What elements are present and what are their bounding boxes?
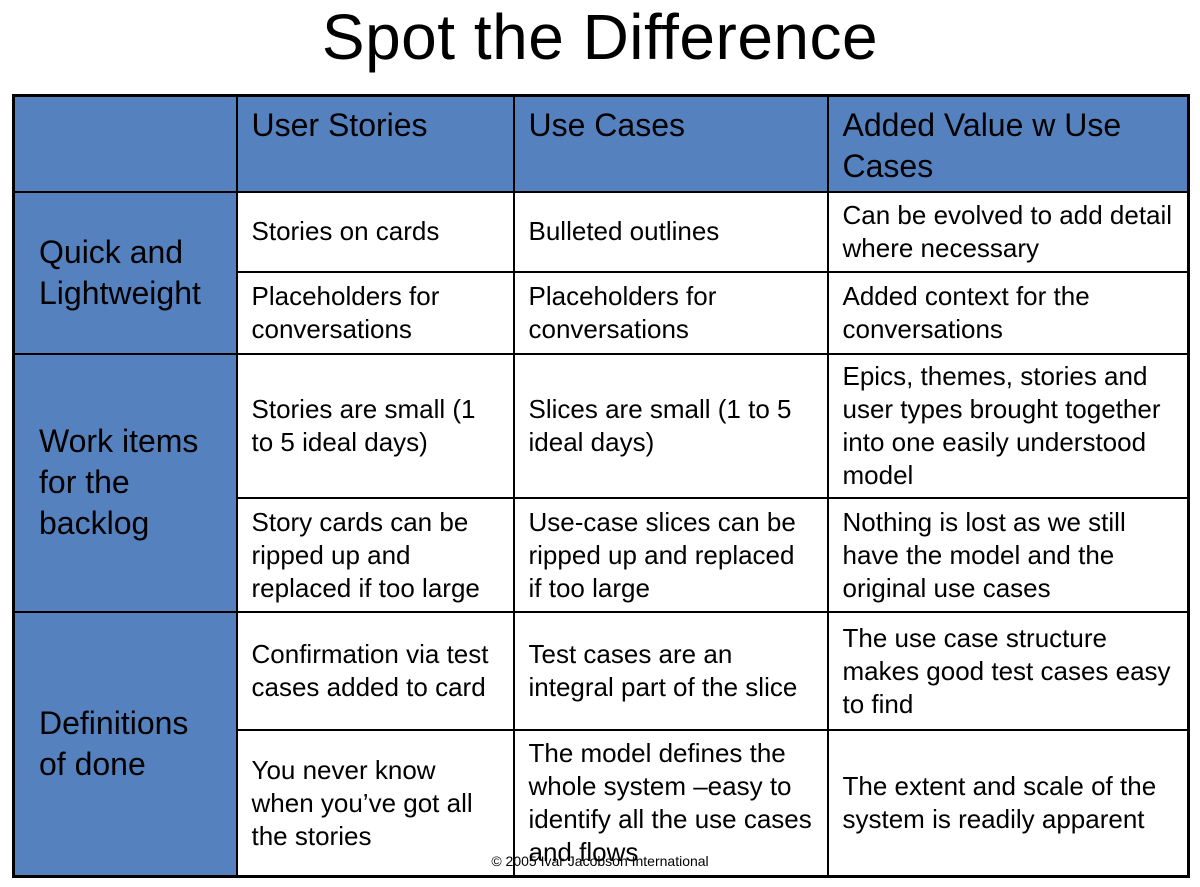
column-header-added-value: Added Value w Use Cases — [826, 94, 1190, 193]
table-cell: Test cases are an integral part of the s… — [512, 611, 829, 732]
table-row: Quick and Lightweight Stories on cards B… — [12, 190, 1190, 355]
table-row: Placeholders for conversations Placehold… — [14, 270, 1190, 355]
table-cell: Can be evolved to add detail where neces… — [826, 190, 1190, 273]
table-cell: Confirmation via test cases added to car… — [235, 611, 515, 732]
header-corner-cell — [12, 94, 238, 193]
column-header-use-cases: Use Cases — [512, 94, 829, 193]
table-cell: Story cards can be ripped up and replace… — [235, 496, 515, 614]
table-cell: You never know when you’ve got all the s… — [235, 729, 515, 878]
slide-title: Spot the Difference — [321, 1, 879, 73]
table-row: Story cards can be ripped up and replace… — [14, 496, 1190, 614]
table-cell: Stories on cards — [235, 190, 515, 273]
table-cell: The model defines the whole system –easy… — [512, 729, 829, 878]
table-cell: Use-case slices can be ripped up and rep… — [512, 496, 829, 614]
table-cell: Bulleted outlines — [512, 190, 829, 273]
row-group-label-quick-lightweight: Quick and Lightweight — [12, 190, 238, 355]
row-group-label-definitions-of-done: Definitions of done — [12, 611, 238, 878]
header-row: User Stories Use Cases Added Value w Use… — [12, 94, 1190, 193]
table-cell: Placeholders for conversations — [235, 270, 515, 355]
table-cell: The extent and scale of the system is re… — [826, 729, 1190, 878]
comparison-table: User Stories Use Cases Added Value w Use… — [12, 94, 1190, 878]
table-row: Work items for the backlog Stories are s… — [12, 352, 1190, 614]
table-cell: Stories are small (1 to 5 ideal days) — [235, 352, 515, 499]
table-cell: Nothing is lost as we still have the mod… — [826, 496, 1190, 614]
table-cell: Slices are small (1 to 5 ideal days) — [512, 352, 829, 499]
table-cell: Placeholders for conversations — [512, 270, 829, 355]
column-header-user-stories: User Stories — [235, 94, 515, 193]
row-group-label-work-items: Work items for the backlog — [12, 352, 238, 614]
table-cell: The use case structure makes good test c… — [826, 611, 1190, 732]
table-row: Definitions of done Confirmation via tes… — [12, 611, 1190, 878]
table-row: You never know when you’ve got all the s… — [14, 729, 1190, 878]
table-cell: Epics, themes, stories and user types br… — [826, 352, 1190, 499]
table-cell: Added context for the conversations — [826, 270, 1190, 355]
